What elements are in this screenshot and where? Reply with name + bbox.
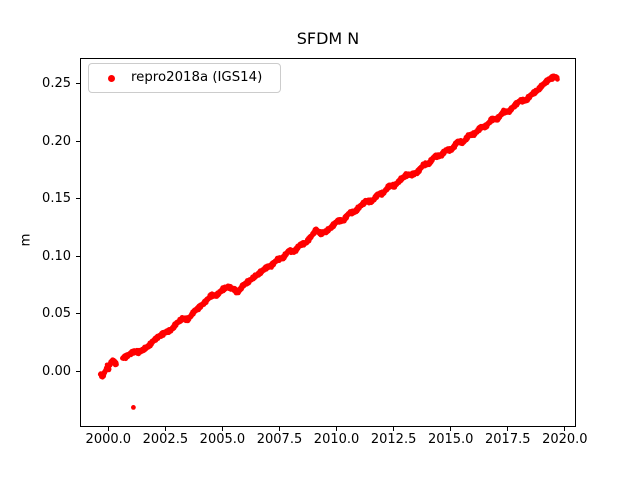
y-tick-label: 0.15 [42, 191, 71, 207]
x-tick-label: 2005.0 [199, 432, 246, 447]
y-tick-label: 0.25 [42, 75, 71, 91]
y-tick-label: 0.10 [42, 248, 71, 264]
y-tick-mark [76, 371, 80, 373]
scatter-canvas [80, 58, 576, 427]
y-tick-label: 0.05 [42, 306, 71, 322]
y-tick-mark [76, 82, 80, 84]
x-tick-mark [393, 427, 395, 431]
x-tick-mark [107, 427, 109, 431]
x-tick-mark [450, 427, 452, 431]
x-tick-label: 2015.0 [427, 432, 474, 447]
x-tick-label: 2007.5 [256, 432, 303, 447]
x-tick-label: 2012.5 [370, 432, 417, 447]
x-tick-label: 2010.0 [313, 432, 360, 447]
y-tick-label: 0.20 [42, 133, 71, 149]
legend-label: repro2018a (IGS14) [131, 70, 263, 86]
x-tick-label: 2002.5 [142, 432, 189, 447]
x-tick-label: 2017.5 [485, 432, 531, 447]
y-tick-mark [76, 255, 80, 257]
legend-marker-icon [108, 74, 115, 82]
y-tick-mark [76, 313, 80, 315]
y-axis-label: m [18, 233, 34, 247]
x-tick-mark [564, 427, 566, 431]
x-tick-mark [164, 427, 166, 431]
y-tick-mark [76, 140, 80, 142]
chart-title: SFDM N [296, 29, 360, 48]
y-tick-mark [76, 198, 80, 200]
x-tick-mark [336, 427, 338, 431]
legend: repro2018a (IGS14) [88, 63, 281, 93]
x-tick-mark [507, 427, 509, 431]
x-tick-label: 2020.0 [542, 432, 588, 447]
x-tick-mark [221, 427, 223, 431]
x-tick-label: 2000.0 [85, 432, 132, 447]
y-tick-label: 0.00 [42, 364, 71, 380]
x-tick-mark [278, 427, 280, 431]
